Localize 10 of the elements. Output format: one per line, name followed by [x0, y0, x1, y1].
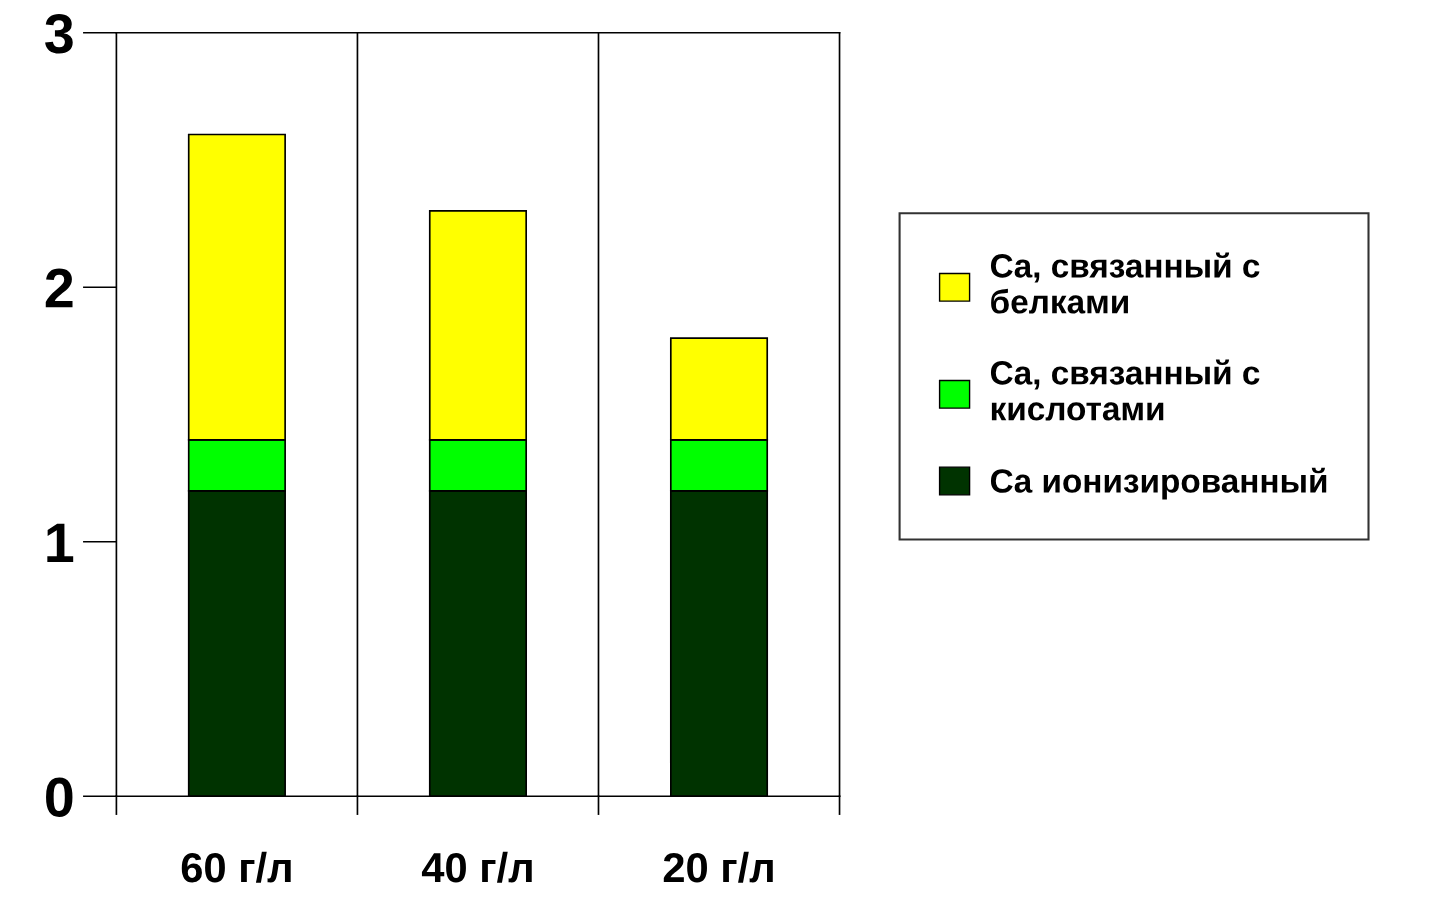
- legend-label: Ca, связанный с белками: [990, 252, 1260, 314]
- x-tick-label: 20 г/л: [663, 851, 773, 883]
- y-tick-label: 1: [47, 523, 74, 562]
- y-tick-label: 2: [45, 268, 73, 308]
- y-tick-label: 0: [46, 777, 73, 817]
- legend-label: Ca ионизированный: [990, 467, 1327, 500]
- x-tick-label: 60 г/л: [181, 851, 291, 883]
- legend-label: Ca, связанный с кислотами: [990, 359, 1260, 421]
- y-tick-label: 3: [45, 14, 73, 54]
- x-tick-label: 40 г/л: [421, 851, 532, 883]
